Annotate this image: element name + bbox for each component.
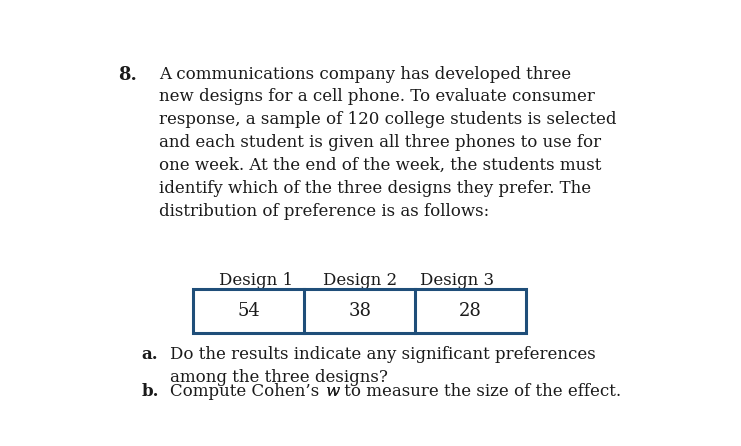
Text: A communications company has developed three
new designs for a cell phone. To ev: A communications company has developed t… (159, 66, 617, 219)
Text: a.: a. (142, 346, 158, 363)
Text: 38: 38 (348, 302, 371, 320)
Bar (193, 289, 526, 334)
Text: w: w (325, 383, 339, 400)
Text: 54: 54 (237, 302, 260, 320)
Text: to measure the size of the effect.: to measure the size of the effect. (339, 383, 621, 400)
Text: b.: b. (142, 383, 159, 400)
Text: w: w (325, 383, 339, 400)
Text: Compute Cohen’s: Compute Cohen’s (170, 383, 325, 400)
Text: 8.: 8. (119, 66, 137, 83)
Text: Design 2: Design 2 (322, 272, 396, 289)
Text: Design 1: Design 1 (219, 272, 293, 289)
Text: 28: 28 (459, 302, 482, 320)
Text: Do the results indicate any significant preferences
among the three designs?: Do the results indicate any significant … (170, 346, 596, 386)
Text: Design 3: Design 3 (420, 272, 494, 289)
